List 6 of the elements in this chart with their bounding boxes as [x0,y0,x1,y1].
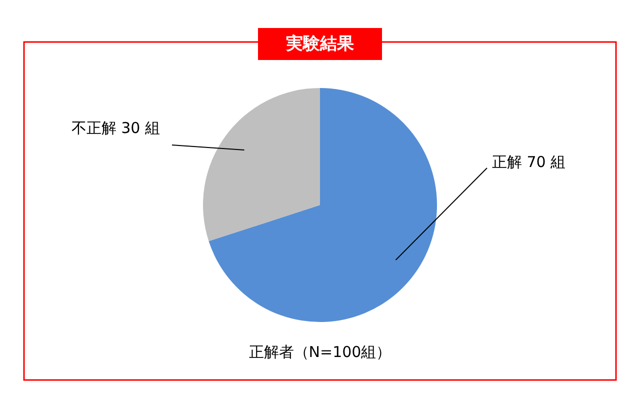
slice-label: 正解 70 組 [492,153,566,171]
text: 正解者（N=100組） [248,343,392,361]
chart-title: 実験結果 [285,34,355,54]
slice-label: 不正解 30 組 [71,119,160,137]
pie-slice [203,88,320,242]
pie-slice [208,88,437,322]
